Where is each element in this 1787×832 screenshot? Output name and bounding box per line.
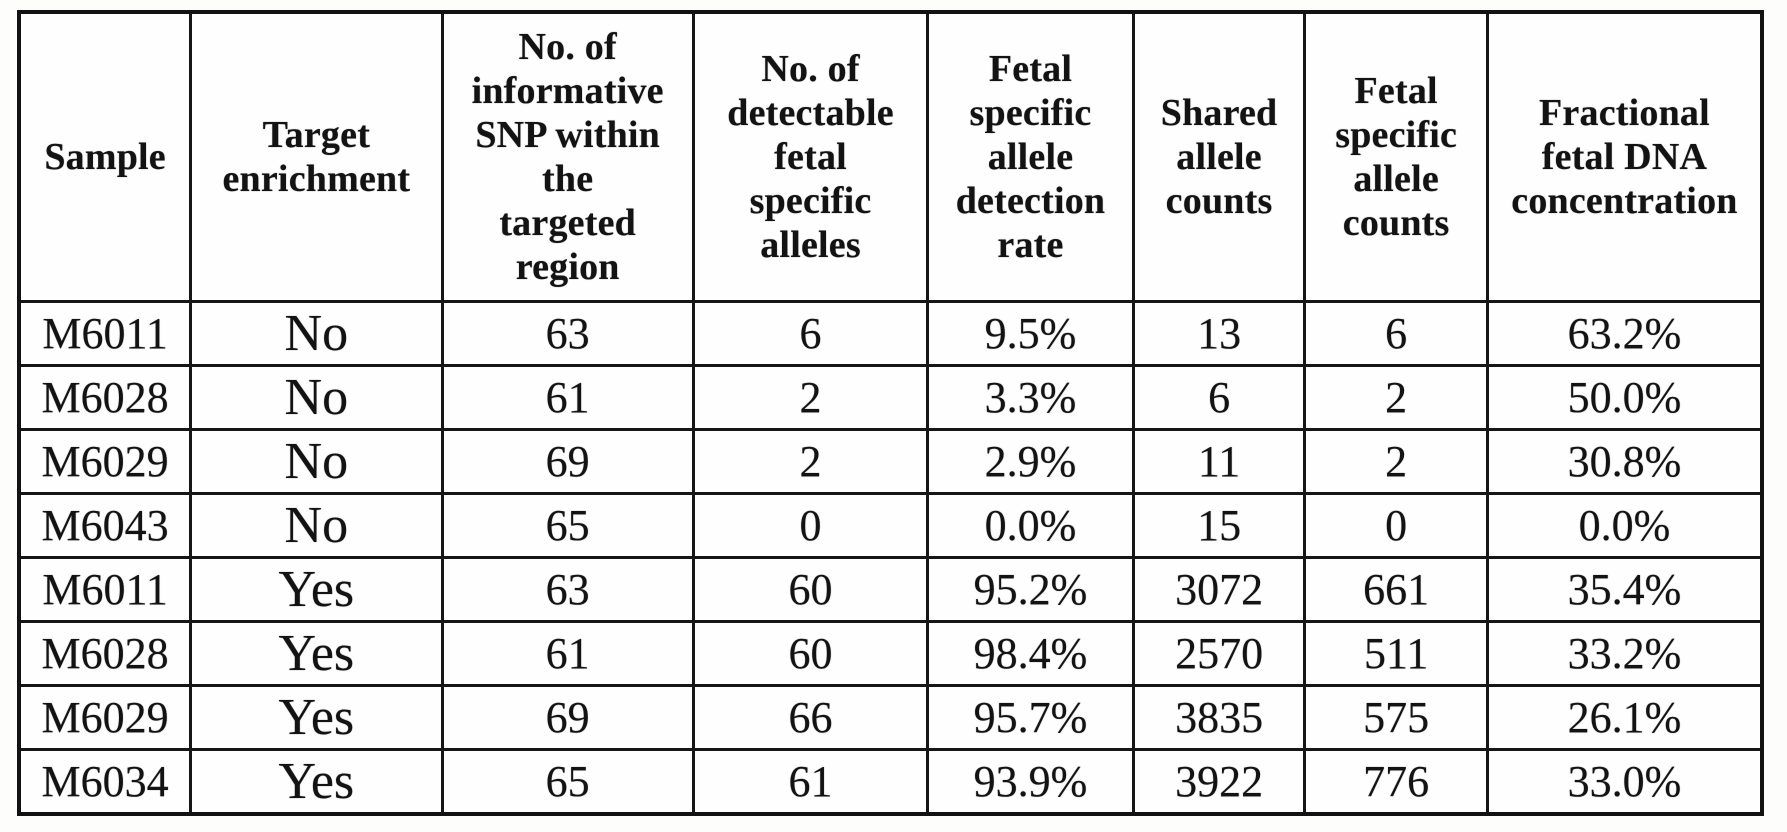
- col-header-detectable-fetal-alleles: No. of detectable fetal specific alleles: [691, 10, 930, 303]
- cell-informative-snp: 63: [440, 556, 695, 623]
- table-row: M6043 No 65 0 0.0% 15 0 0.0%: [17, 492, 1764, 559]
- cell-target-enrichment: Yes: [189, 620, 444, 687]
- cell-fetal-allele-counts: 2: [1303, 428, 1489, 495]
- col-header-shared-allele-counts: Shared allele counts: [1131, 10, 1307, 303]
- cell-sample: M6011: [17, 300, 193, 367]
- table-row: M6011 No 63 6 9.5% 13 6 63.2%: [17, 300, 1764, 367]
- cell-target-enrichment: No: [189, 428, 444, 495]
- cell-fetal-dna-concentration: 26.1%: [1485, 684, 1764, 751]
- cell-fetal-dna-concentration: 30.8%: [1485, 428, 1764, 495]
- cell-target-enrichment: Yes: [189, 684, 444, 751]
- cell-detection-rate: 95.7%: [926, 684, 1135, 751]
- cell-shared-allele-counts: 3835: [1131, 684, 1307, 751]
- cell-fetal-dna-concentration: 33.2%: [1485, 620, 1764, 687]
- cell-detectable-fetal-alleles: 2: [691, 428, 930, 495]
- cell-fetal-allele-counts: 776: [1303, 748, 1489, 816]
- table-body: M6011 No 63 6 9.5% 13 6 63.2% M6028 No 6…: [17, 300, 1764, 816]
- cell-shared-allele-counts: 3072: [1131, 556, 1307, 623]
- cell-shared-allele-counts: 6: [1131, 364, 1307, 431]
- col-header-fractional-fetal-dna: Fractional fetal DNA concentration: [1485, 10, 1764, 303]
- cell-detectable-fetal-alleles: 61: [691, 748, 930, 816]
- cell-target-enrichment: No: [189, 364, 444, 431]
- cell-target-enrichment: No: [189, 492, 444, 559]
- cell-sample: M6029: [17, 684, 193, 751]
- cell-informative-snp: 61: [440, 364, 695, 431]
- cell-target-enrichment: Yes: [189, 748, 444, 816]
- results-table: Sample Target enrichment No. of informat…: [17, 10, 1764, 816]
- cell-detectable-fetal-alleles: 60: [691, 556, 930, 623]
- cell-sample: M6028: [17, 620, 193, 687]
- cell-sample: M6043: [17, 492, 193, 559]
- cell-sample: M6034: [17, 748, 193, 816]
- cell-informative-snp: 61: [440, 620, 695, 687]
- cell-detectable-fetal-alleles: 0: [691, 492, 930, 559]
- cell-informative-snp: 65: [440, 492, 695, 559]
- cell-fetal-dna-concentration: 35.4%: [1485, 556, 1764, 623]
- cell-shared-allele-counts: 11: [1131, 428, 1307, 495]
- cell-detection-rate: 93.9%: [926, 748, 1135, 816]
- cell-detectable-fetal-alleles: 60: [691, 620, 930, 687]
- cell-detection-rate: 3.3%: [926, 364, 1135, 431]
- table-header: Sample Target enrichment No. of informat…: [17, 10, 1764, 303]
- table-row: M6029 Yes 69 66 95.7% 3835 575 26.1%: [17, 684, 1764, 751]
- col-header-sample: Sample: [17, 10, 193, 303]
- cell-shared-allele-counts: 3922: [1131, 748, 1307, 816]
- table-row: M6028 No 61 2 3.3% 6 2 50.0%: [17, 364, 1764, 431]
- cell-detectable-fetal-alleles: 6: [691, 300, 930, 367]
- table-row: M6029 No 69 2 2.9% 11 2 30.8%: [17, 428, 1764, 495]
- cell-fetal-allele-counts: 6: [1303, 300, 1489, 367]
- cell-detection-rate: 0.0%: [926, 492, 1135, 559]
- col-header-target-enrichment: Target enrichment: [189, 10, 444, 303]
- cell-fetal-allele-counts: 0: [1303, 492, 1489, 559]
- col-header-fetal-allele-counts: Fetal specific allele counts: [1303, 10, 1489, 303]
- cell-sample: M6028: [17, 364, 193, 431]
- cell-informative-snp: 63: [440, 300, 695, 367]
- cell-fetal-dna-concentration: 33.0%: [1485, 748, 1764, 816]
- col-header-fetal-allele-detection-rate: Fetal specific allele detection rate: [926, 10, 1135, 303]
- cell-fetal-dna-concentration: 50.0%: [1485, 364, 1764, 431]
- table-row: M6011 Yes 63 60 95.2% 3072 661 35.4%: [17, 556, 1764, 623]
- cell-fetal-dna-concentration: 63.2%: [1485, 300, 1764, 367]
- cell-fetal-dna-concentration: 0.0%: [1485, 492, 1764, 559]
- cell-fetal-allele-counts: 511: [1303, 620, 1489, 687]
- cell-target-enrichment: Yes: [189, 556, 444, 623]
- cell-informative-snp: 65: [440, 748, 695, 816]
- cell-sample: M6029: [17, 428, 193, 495]
- header-row: Sample Target enrichment No. of informat…: [17, 10, 1764, 303]
- col-header-informative-snp: No. of informative SNP within the target…: [440, 10, 695, 303]
- table-row: M6028 Yes 61 60 98.4% 2570 511 33.2%: [17, 620, 1764, 687]
- cell-detection-rate: 95.2%: [926, 556, 1135, 623]
- cell-sample: M6011: [17, 556, 193, 623]
- cell-fetal-allele-counts: 661: [1303, 556, 1489, 623]
- cell-detectable-fetal-alleles: 2: [691, 364, 930, 431]
- cell-shared-allele-counts: 2570: [1131, 620, 1307, 687]
- cell-detection-rate: 9.5%: [926, 300, 1135, 367]
- table-row: M6034 Yes 65 61 93.9% 3922 776 33.0%: [17, 748, 1764, 816]
- cell-detection-rate: 98.4%: [926, 620, 1135, 687]
- cell-shared-allele-counts: 13: [1131, 300, 1307, 367]
- cell-fetal-allele-counts: 2: [1303, 364, 1489, 431]
- cell-detection-rate: 2.9%: [926, 428, 1135, 495]
- cell-target-enrichment: No: [189, 300, 444, 367]
- cell-fetal-allele-counts: 575: [1303, 684, 1489, 751]
- cell-informative-snp: 69: [440, 428, 695, 495]
- cell-shared-allele-counts: 15: [1131, 492, 1307, 559]
- cell-informative-snp: 69: [440, 684, 695, 751]
- cell-detectable-fetal-alleles: 66: [691, 684, 930, 751]
